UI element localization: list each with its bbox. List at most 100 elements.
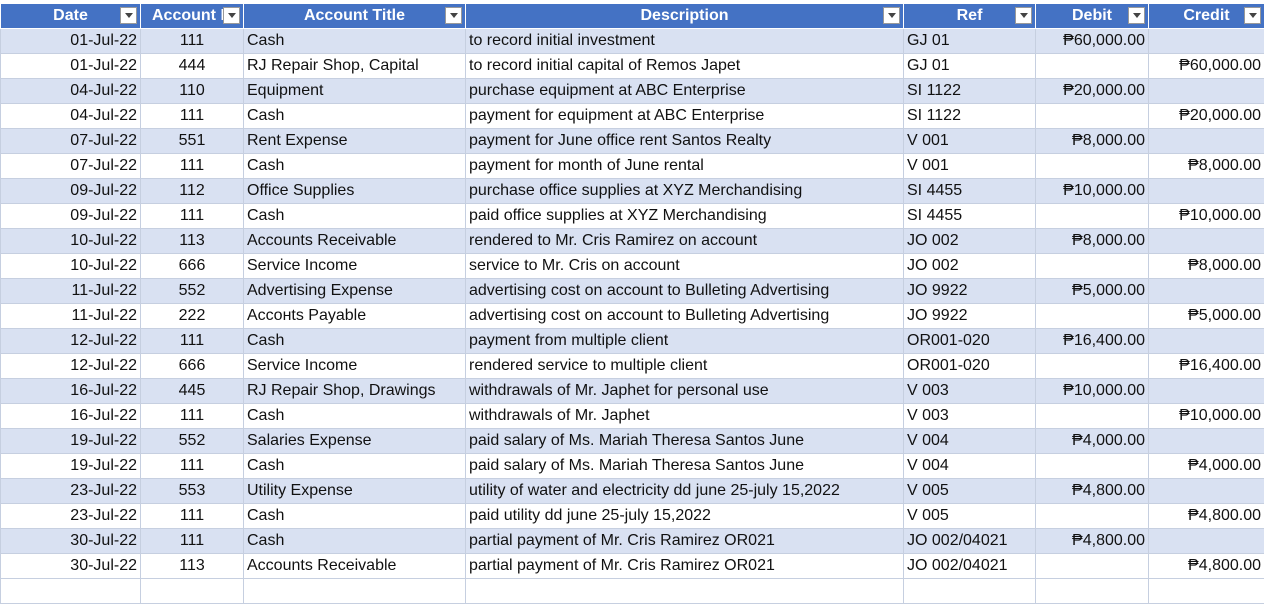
cell: 30-Jul-22 xyxy=(1,529,141,554)
cell xyxy=(1036,254,1149,279)
cell: purchase office supplies at XYZ Merchand… xyxy=(466,179,904,204)
cell xyxy=(1,579,141,604)
cell: Accounts Receivable xyxy=(244,554,466,579)
cell: partial payment of Mr. Cris Ramirez OR02… xyxy=(466,529,904,554)
cell: 552 xyxy=(141,279,244,304)
cell: ₱8,000.00 xyxy=(1149,254,1264,279)
cell: Cash xyxy=(244,204,466,229)
cell xyxy=(1036,504,1149,529)
cell: 23-Jul-22 xyxy=(1,504,141,529)
cell: 111 xyxy=(141,104,244,129)
cell: Cash xyxy=(244,504,466,529)
cell: paid salary of Ms. Mariah Theresa Santos… xyxy=(466,454,904,479)
header-text: Ref xyxy=(957,7,983,24)
cell: ₱10,000.00 xyxy=(1149,204,1264,229)
cell: Office Supplies xyxy=(244,179,466,204)
header-text: Account Title xyxy=(304,7,405,24)
cell: 553 xyxy=(141,479,244,504)
cell: ₱20,000.00 xyxy=(1149,104,1264,129)
cell: ₱4,000.00 xyxy=(1036,429,1149,454)
cell xyxy=(1149,229,1264,254)
cell: 111 xyxy=(141,529,244,554)
cell: 09-Jul-22 xyxy=(1,204,141,229)
cell: V 004 xyxy=(904,454,1036,479)
filter-button[interactable] xyxy=(445,7,462,24)
cell: Service Income xyxy=(244,254,466,279)
cell: 19-Jul-22 xyxy=(1,454,141,479)
cell: Service Income xyxy=(244,354,466,379)
cell xyxy=(244,579,466,604)
cell: rendered to Mr. Cris Ramirez on account xyxy=(466,229,904,254)
cell: payment for month of June rental xyxy=(466,154,904,179)
cell: ₱4,800.00 xyxy=(1149,504,1264,529)
cell: 111 xyxy=(141,154,244,179)
cell xyxy=(1149,429,1264,454)
filter-button[interactable] xyxy=(120,7,137,24)
cell: utility of water and electricity dd june… xyxy=(466,479,904,504)
cell xyxy=(1149,29,1264,54)
cell: paid salary of Ms. Mariah Theresa Santos… xyxy=(466,429,904,454)
cell: ₱4,800.00 xyxy=(1036,529,1149,554)
cell xyxy=(1149,379,1264,404)
cell: Cash xyxy=(244,154,466,179)
cell xyxy=(1036,354,1149,379)
cell: partial payment of Mr. Cris Ramirez OR02… xyxy=(466,554,904,579)
cell: payment from multiple client xyxy=(466,329,904,354)
header-text: Account N xyxy=(152,7,232,24)
cell: 16-Jul-22 xyxy=(1,379,141,404)
cell: 10-Jul-22 xyxy=(1,254,141,279)
cell: ₱4,800.00 xyxy=(1036,479,1149,504)
cell: JO 002/04021 xyxy=(904,554,1036,579)
cell: 111 xyxy=(141,454,244,479)
cell xyxy=(1149,529,1264,554)
cell xyxy=(141,579,244,604)
cell: 12-Jul-22 xyxy=(1,329,141,354)
cell: 445 xyxy=(141,379,244,404)
filter-button[interactable] xyxy=(1244,7,1261,24)
cell xyxy=(904,579,1036,604)
cell xyxy=(1149,179,1264,204)
cell: withdrawals of Mr. Japhet for personal u… xyxy=(466,379,904,404)
cell: 09-Jul-22 xyxy=(1,179,141,204)
cell: 19-Jul-22 xyxy=(1,429,141,454)
cell xyxy=(1149,129,1264,154)
filter-button[interactable] xyxy=(1128,7,1145,24)
cell: V 005 xyxy=(904,504,1036,529)
cell: ₱5,000.00 xyxy=(1149,304,1264,329)
cell: OR001-020 xyxy=(904,354,1036,379)
cell: GJ 01 xyxy=(904,54,1036,79)
column-header: Account N xyxy=(141,4,244,29)
cell: ₱8,000.00 xyxy=(1036,229,1149,254)
filter-button[interactable] xyxy=(1015,7,1032,24)
filter-button[interactable] xyxy=(223,7,240,24)
filter-button[interactable] xyxy=(883,7,900,24)
cell: 666 xyxy=(141,354,244,379)
cell: Cash xyxy=(244,454,466,479)
cell: ₱10,000.00 xyxy=(1149,404,1264,429)
cell: service to Mr. Cris on account xyxy=(466,254,904,279)
header-text: Debit xyxy=(1072,7,1112,24)
cell: OR001-020 xyxy=(904,329,1036,354)
cell xyxy=(1036,304,1149,329)
cell: SI 4455 xyxy=(904,179,1036,204)
cell: 23-Jul-22 xyxy=(1,479,141,504)
cell: Advertising Expense xyxy=(244,279,466,304)
header-text: Credit xyxy=(1183,7,1229,24)
cell: JO 002/04021 xyxy=(904,529,1036,554)
cell xyxy=(466,579,904,604)
cell: advertising cost on account to Bulleting… xyxy=(466,304,904,329)
cell: 10-Jul-22 xyxy=(1,229,141,254)
cell: to record initial capital of Remos Japet xyxy=(466,54,904,79)
cell xyxy=(1149,279,1264,304)
